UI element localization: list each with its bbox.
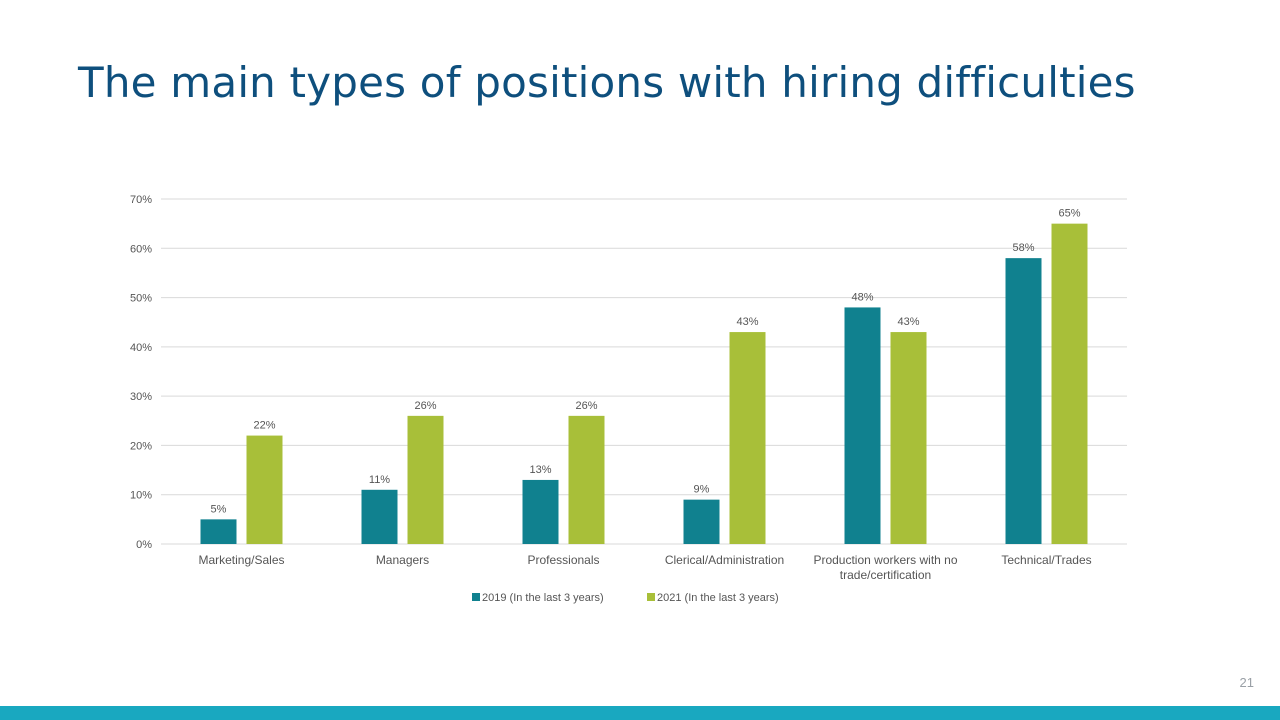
page-number: 21 [1239,675,1254,690]
data-label: 58% [1012,242,1034,254]
data-label: 11% [369,474,390,486]
y-tick-label: 10% [130,490,152,502]
data-label: 26% [414,400,436,412]
data-label: 13% [529,464,551,476]
legend-swatch-2021 [647,593,655,601]
legend-label-2021: 2021 (In the last 3 years) [657,592,779,604]
bar-2021 [729,332,766,544]
legend-label-2019: 2019 (In the last 3 years) [482,592,604,604]
legend-swatch-2019 [472,593,480,601]
bottom-accent-bar [0,706,1280,720]
data-label: 9% [694,484,710,496]
x-category-label: Clerical/Administration [665,553,784,567]
bar-2021 [890,332,927,544]
bar-2021 [568,415,605,544]
slide-title: The main types of positions with hiring … [78,58,1136,107]
data-label: 43% [736,316,758,328]
bar-2019 [522,479,559,544]
y-tick-label: 70% [130,194,152,206]
data-label: 26% [575,400,597,412]
data-label: 22% [253,420,275,432]
bar-2021 [246,435,283,544]
y-tick-label: 20% [130,440,152,452]
bar-2019 [1005,258,1042,544]
bar-2019 [844,307,881,544]
data-label: 5% [211,503,227,515]
data-label: 65% [1058,208,1080,220]
y-tick-label: 50% [130,293,152,305]
y-tick-label: 0% [136,539,152,551]
x-category-label: Technical/Trades [1001,553,1091,567]
bar-chart: 0% 10% 20% 30% 40% 50% 60% 70% 5% 11% 13% 9% 48% 58% 2… [130,194,1127,604]
x-category-label: trade/certification [840,568,931,582]
bar-2019 [200,519,237,544]
x-category-label: Production workers with no [813,553,957,567]
bar-2019 [361,489,398,544]
bar-2021 [407,415,444,544]
data-label: 48% [851,291,873,303]
x-category-label: Managers [376,553,429,567]
bar-2021 [1051,223,1088,544]
y-tick-label: 30% [130,391,152,403]
x-category-label: Professionals [527,553,599,567]
bar-2019 [683,499,720,544]
x-category-label: Marketing/Sales [198,553,284,567]
data-label: 43% [897,316,919,328]
y-tick-label: 40% [130,342,152,354]
y-tick-label: 60% [130,243,152,255]
